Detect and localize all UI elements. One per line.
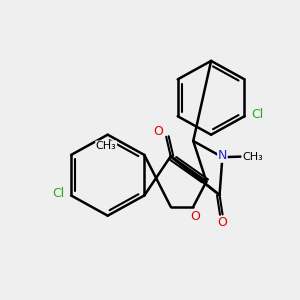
Text: Cl: Cl: [251, 108, 263, 121]
Text: CH₃: CH₃: [242, 152, 263, 162]
Text: O: O: [190, 210, 200, 223]
Text: O: O: [153, 125, 163, 138]
Text: O: O: [218, 216, 227, 230]
Text: CH₃: CH₃: [96, 141, 117, 151]
Text: Cl: Cl: [52, 188, 64, 200]
Text: N: N: [218, 149, 227, 162]
